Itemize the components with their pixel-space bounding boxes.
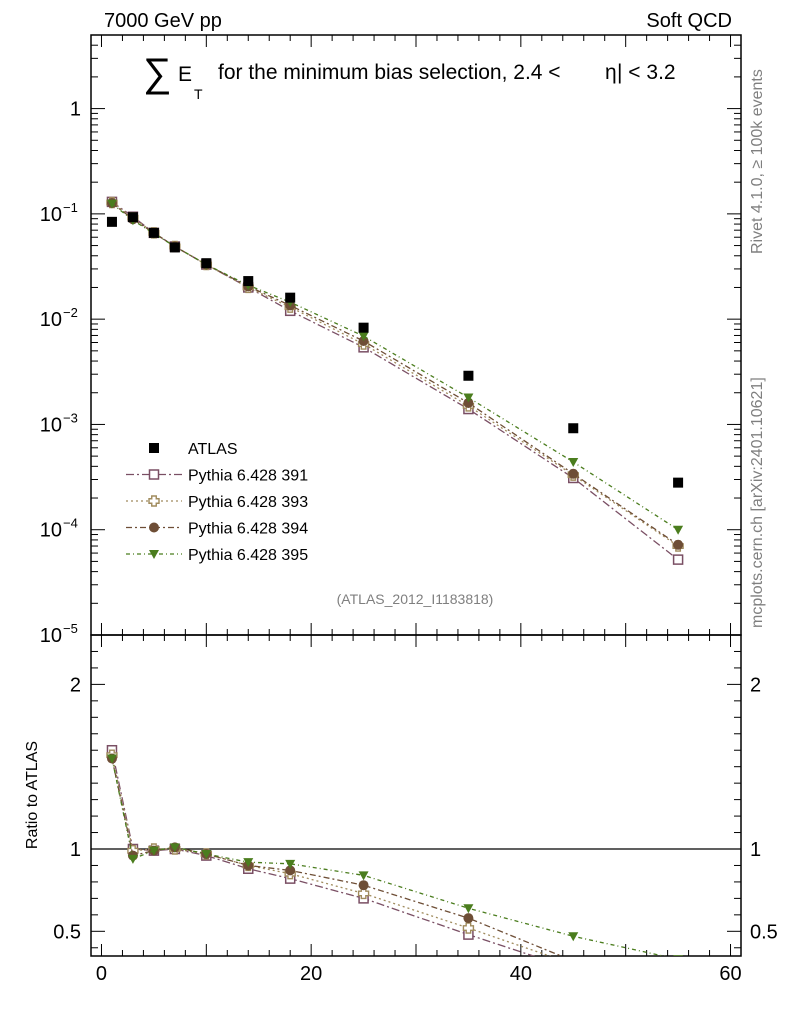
data-point (357, 887, 370, 900)
analysis-tag: (ATLAS_2012_I1183818) (337, 591, 494, 607)
data-point (127, 854, 138, 864)
title-text-a: for the minimum bias selection, 2.4 < (218, 61, 561, 84)
data-point (568, 468, 579, 479)
series-line (111, 203, 679, 531)
data-point (106, 754, 117, 764)
legend-label: ATLAS (188, 441, 238, 458)
x-tick-label: 0 (96, 963, 107, 985)
y-tick-exponent: −5 (63, 621, 78, 636)
data-point (673, 969, 683, 979)
ratio-line (111, 758, 563, 956)
data-point (569, 965, 578, 974)
data-point (148, 227, 159, 238)
data-point (243, 858, 254, 868)
legend-label: Pythia 6.428 391 (188, 468, 308, 485)
data-point (673, 974, 683, 984)
data-point (673, 539, 684, 550)
x-tick-label: 40 (510, 963, 532, 985)
data-point (673, 525, 684, 535)
data-point (169, 843, 180, 853)
chart-title: ∑ E T for the minimum bias selection, 2.… (143, 51, 676, 102)
x-tick-label: 20 (300, 963, 322, 985)
data-point (149, 443, 159, 453)
data-point (148, 469, 160, 480)
data-point (674, 983, 683, 992)
data-point (201, 849, 212, 859)
title-e-letter: E (178, 63, 192, 86)
ratio-tick-label-right: 2 (750, 674, 761, 696)
data-point (243, 276, 254, 287)
y-tick-label: 10 (40, 625, 62, 647)
y-tick-label: 10 (40, 204, 62, 226)
title-eta: η (605, 61, 617, 84)
y-tick-exponent: −1 (63, 200, 78, 215)
data-point (572, 955, 575, 956)
legend: ATLAS Pythia 6.428 391 Pythia 6.428 393 Pyt… (126, 441, 308, 564)
ratio-tick-label-right: 0.5 (750, 921, 778, 943)
title-sum-symbol: ∑ (143, 51, 172, 95)
data-point (358, 871, 369, 881)
y-tick-exponent: −3 (63, 410, 78, 425)
data-point (285, 292, 296, 303)
process-label: Soft QCD (646, 10, 732, 32)
axis-ticks (91, 34, 741, 956)
collision-label: 7000 GeV pp (104, 10, 222, 32)
data-point (358, 322, 369, 333)
y-tick-label: 10 (40, 309, 62, 331)
ratio-line (111, 755, 552, 956)
data-point (285, 859, 296, 869)
ratio-tick-label: 2 (70, 674, 81, 696)
data-point (106, 199, 117, 209)
data-point (462, 922, 475, 934)
data-point (201, 258, 212, 269)
data-point (463, 393, 474, 403)
series-line (111, 202, 679, 546)
x-tick-label: 60 (719, 963, 741, 985)
mcplots-label: mcplots.cern.ch [arXiv:2401.10621] (749, 377, 766, 628)
ratio-plot-series (91, 744, 741, 992)
ratio-axis-label: Ratio to ATLAS (24, 741, 41, 849)
data-point (127, 212, 138, 223)
data-point (358, 332, 369, 342)
ratio-tick-label-right: 1 (750, 839, 761, 861)
data-point (673, 955, 684, 956)
main-plot-series (106, 196, 684, 565)
title-subscript: T (194, 86, 203, 102)
rivet-version-label: Rivet 4.1.0, ≥ 100k events (749, 69, 766, 254)
data-point (463, 904, 474, 914)
data-point (568, 932, 579, 942)
y-tick-label: 10 (40, 414, 62, 436)
data-point (149, 550, 159, 559)
data-point (463, 397, 474, 408)
data-point (568, 959, 578, 969)
data-point (285, 865, 296, 876)
data-point (106, 216, 117, 227)
data-point (568, 423, 579, 434)
y-tick-exponent: −4 (63, 516, 78, 531)
data-point (148, 846, 159, 856)
data-point (169, 242, 180, 253)
ratio-tick-label: 1 (70, 839, 81, 861)
data-point (672, 554, 684, 565)
legend-label: Pythia 6.428 393 (188, 494, 308, 511)
legend-label: Pythia 6.428 395 (188, 547, 308, 564)
ratio-plot-frame (90, 634, 742, 957)
data-point (568, 457, 579, 467)
data-point (463, 370, 474, 381)
y-tick-exponent: −2 (63, 305, 78, 320)
data-point (673, 477, 684, 488)
y-tick-label: 1 (70, 99, 81, 121)
data-point (149, 522, 159, 533)
ratio-tick-label: 0.5 (53, 921, 81, 943)
data-point (358, 880, 369, 891)
data-point (463, 913, 474, 924)
ratio-line (111, 758, 667, 956)
main-plot-frame (90, 34, 742, 636)
y-tick-label: 10 (40, 520, 62, 542)
legend-label: Pythia 6.428 394 (188, 521, 308, 538)
title-text-b: | < 3.2 (617, 61, 676, 84)
data-point (148, 495, 160, 507)
